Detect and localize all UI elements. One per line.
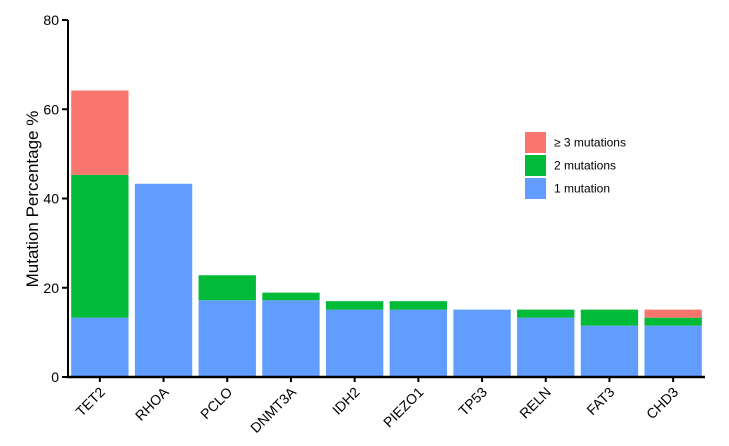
bar-fat3-series-1 <box>580 309 639 326</box>
y-tick-label: 80 <box>43 12 59 28</box>
x-tick-labels-group: TET2 RHOA PCLO DNMT3A IDH2 PIEZO1 TP53 RELN FAT3… <box>72 377 681 436</box>
bar-chd3-series-2 <box>644 309 702 318</box>
y-axis-title: Mutation Percentage % <box>23 111 42 288</box>
bar-tet2-series-1 <box>71 174 129 318</box>
y-tick-label: 20 <box>43 280 59 296</box>
x-tick-label-dnmt3a: DNMT3A <box>247 383 299 435</box>
legend: ≥ 3 mutations 2 mutations 1 mutation <box>525 132 626 199</box>
bar-fat3-series-0 <box>580 325 639 377</box>
legend-swatch-0 <box>525 132 546 153</box>
x-tick-label-piezo1: PIEZO1 <box>380 384 427 431</box>
bar-piezo1-series-0 <box>389 309 448 377</box>
y-ticks-group: 0 20 40 60 80 <box>43 12 68 385</box>
x-tick-label-rhoa: RHOA <box>132 383 172 423</box>
legend-label-1: 2 mutations <box>554 159 616 173</box>
bar-tp53-series-0 <box>453 309 511 377</box>
legend-label-2: 1 mutation <box>554 182 610 196</box>
bars-group <box>71 90 702 377</box>
bar-piezo1-series-1 <box>389 301 448 310</box>
bar-dnmt3a-series-1 <box>262 292 320 301</box>
bar-pclo-series-0 <box>198 300 256 377</box>
bar-tet2-series-2 <box>71 90 129 175</box>
bar-idh2-series-1 <box>325 301 384 310</box>
y-tick-label: 0 <box>51 369 59 385</box>
legend-swatch-2 <box>525 178 546 199</box>
bar-pclo-series-1 <box>198 275 256 301</box>
bar-tet2-series-0 <box>71 317 129 377</box>
x-tick-label-pclo: PCLO <box>197 384 235 422</box>
x-tick-label-tp53: TP53 <box>455 384 490 419</box>
y-tick-label: 60 <box>43 101 59 117</box>
x-tick-label-reln: RELN <box>516 384 554 422</box>
bar-chd3-series-0 <box>644 325 702 377</box>
bar-rhoa-series-0 <box>134 183 193 377</box>
bar-reln-series-1 <box>517 309 575 318</box>
legend-label-0: ≥ 3 mutations <box>554 136 626 150</box>
x-tick-label-chd3: CHD3 <box>643 384 681 422</box>
bar-reln-series-0 <box>517 317 575 377</box>
bar-idh2-series-0 <box>325 309 384 377</box>
x-tick-label-tet2: TET2 <box>72 384 108 420</box>
bar-chd3-series-1 <box>644 317 702 326</box>
y-tick-label: 40 <box>43 191 59 207</box>
bar-dnmt3a-series-0 <box>262 300 320 377</box>
x-tick-label-idh2: IDH2 <box>329 384 363 418</box>
legend-swatch-1 <box>525 155 546 176</box>
x-tick-label-fat3: FAT3 <box>583 384 617 418</box>
